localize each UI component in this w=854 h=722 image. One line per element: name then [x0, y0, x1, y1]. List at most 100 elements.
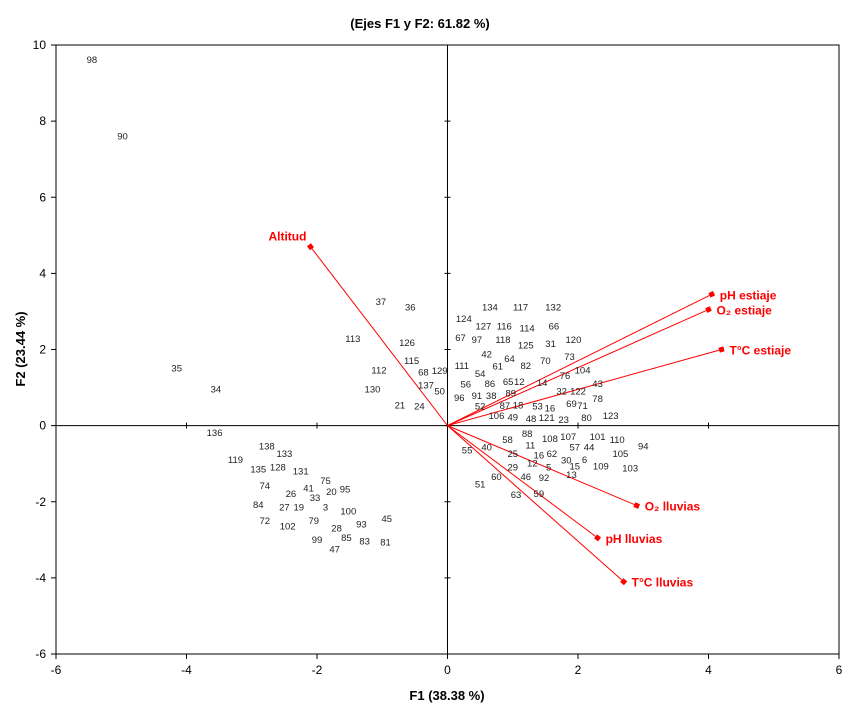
point-label: 85: [341, 533, 352, 544]
point-label: 132: [545, 303, 561, 314]
point-label: 99: [312, 535, 323, 546]
point-label: 51: [475, 480, 486, 491]
point-label: 118: [495, 335, 510, 346]
point-label: 55: [462, 445, 473, 456]
point-label: 75: [320, 476, 331, 487]
point-label: 50: [434, 386, 445, 397]
x-tick-label: 2: [575, 663, 582, 677]
point-label: 66: [549, 322, 560, 333]
point-label: 57: [569, 442, 580, 453]
point-label: 24: [414, 402, 425, 413]
point-label: 80: [581, 413, 592, 424]
point-label: 37: [376, 297, 387, 308]
point-label: 111: [455, 361, 469, 372]
point-label: 102: [280, 521, 296, 532]
y-axis-label: F2 (23.44 %): [13, 311, 28, 386]
vector-label: pH estiaje: [720, 288, 777, 302]
vector-arrow: [447, 425, 641, 509]
point-label: 60: [491, 472, 502, 483]
point-label: 12: [514, 377, 525, 388]
point-label: 134: [482, 303, 498, 314]
point-label: 105: [612, 449, 628, 460]
point-label: 46: [521, 472, 532, 483]
point-label: 98: [87, 55, 98, 66]
x-tick-label: -2: [312, 663, 323, 677]
y-tick-label: -2: [35, 495, 46, 509]
point-label: 23: [558, 415, 569, 426]
point-label: 25: [507, 449, 518, 460]
point-label: 43: [592, 379, 603, 390]
point-label: 127: [475, 322, 491, 333]
vector-label: T°C lluvias: [632, 576, 694, 590]
point-label: 13: [566, 470, 577, 481]
point-label: 63: [511, 490, 522, 501]
point-label: 20: [326, 487, 337, 498]
point-label: 135: [250, 464, 266, 475]
vectors-layer: Altitud pH estiaje O₂ estiaje T°C estiaje O₂…: [268, 230, 791, 590]
vector-label: O₂ estiaje: [717, 304, 773, 318]
point-label: 68: [418, 367, 429, 378]
x-tick-label: -6: [51, 663, 62, 677]
point-label: 31: [545, 339, 556, 350]
point-label: 35: [171, 364, 182, 375]
point-label: 36: [405, 303, 416, 314]
point-label: 29: [507, 462, 518, 473]
vector-label: O₂ lluvias: [645, 500, 701, 514]
y-tick-label: 10: [33, 38, 47, 52]
point-label: 86: [485, 379, 496, 390]
point-label: 124: [456, 314, 472, 325]
point-label: 121: [539, 413, 555, 424]
point-label: 16: [545, 403, 556, 414]
point-label: 71: [577, 401, 588, 412]
point-label: 26: [286, 489, 297, 500]
point-label: 74: [260, 481, 271, 492]
y-tick-label: 4: [39, 266, 46, 280]
point-label: 58: [502, 435, 513, 446]
point-label: 116: [497, 322, 512, 333]
point-label: 137: [418, 381, 434, 392]
point-label: 123: [603, 411, 619, 422]
point-label: 27: [279, 502, 290, 513]
y-tick-label: 8: [39, 114, 46, 128]
vector-label: Altitud: [268, 230, 306, 244]
vector-arrow: [447, 346, 725, 427]
point-label: 21: [395, 400, 406, 411]
point-label: 69: [566, 399, 577, 410]
point-label: 45: [382, 514, 393, 525]
vector-arrow: [447, 290, 716, 427]
point-label: 59: [534, 489, 545, 500]
point-label: 11: [525, 440, 535, 451]
point-label: 129: [432, 366, 448, 377]
point-label: 41: [303, 483, 314, 494]
point-label: 30: [561, 456, 572, 467]
point-label: 53: [532, 402, 543, 413]
point-label: 64: [504, 354, 515, 365]
point-label: 103: [622, 463, 638, 474]
point-label: 87: [500, 401, 511, 412]
point-label: 79: [308, 516, 319, 527]
point-label: 133: [276, 449, 292, 460]
y-tick-label: -6: [35, 647, 46, 661]
vector-label: pH lluvias: [606, 532, 663, 546]
point-label: 108: [542, 434, 558, 445]
point-label: 100: [340, 506, 356, 517]
point-label: 83: [359, 537, 370, 548]
point-label: 70: [540, 356, 551, 367]
point-label: 114: [520, 324, 535, 335]
point-label: 52: [475, 402, 486, 413]
point-label: 6: [582, 455, 587, 466]
vector-label: T°C estiaje: [730, 344, 792, 358]
point-label: 73: [564, 352, 575, 363]
x-tick-label: 0: [444, 663, 451, 677]
point-label: 5: [546, 462, 551, 473]
point-label: 32: [556, 386, 567, 397]
point-label: 88: [522, 429, 533, 440]
x-tick-label: 4: [705, 663, 712, 677]
point-label: 113: [345, 334, 360, 345]
point-label: 131: [293, 466, 309, 477]
point-label: 84: [253, 500, 264, 511]
point-label: 16: [534, 450, 545, 461]
point-label: 19: [293, 502, 304, 513]
x-tick-label: 6: [836, 663, 843, 677]
point-label: 56: [460, 380, 471, 391]
